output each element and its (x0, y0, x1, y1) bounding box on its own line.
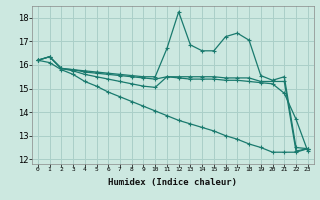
X-axis label: Humidex (Indice chaleur): Humidex (Indice chaleur) (108, 178, 237, 187)
